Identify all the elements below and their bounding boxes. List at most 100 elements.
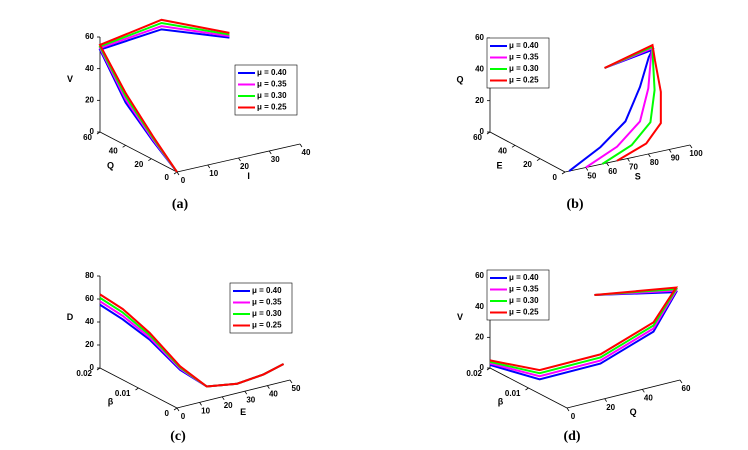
series-line: [568, 47, 655, 172]
z-tick-label: 0: [480, 363, 485, 372]
z-tick-label: 40: [85, 64, 94, 73]
series-line: [604, 43, 662, 162]
x-tick: [679, 379, 683, 384]
x-tick: [238, 157, 241, 162]
series-line: [489, 291, 678, 381]
z-tick-label: 40: [475, 64, 484, 73]
series-line: [489, 287, 679, 375]
legend-label: μ = 0.35: [509, 285, 539, 294]
series-line: [98, 18, 230, 173]
legend-label: μ = 0.40: [509, 41, 539, 50]
series-line: [98, 21, 230, 173]
z-tick-label: 60: [85, 32, 94, 41]
y-tick-label: 0.01: [505, 389, 521, 398]
x-tick-label: 0: [181, 176, 186, 185]
series-line: [98, 28, 230, 173]
z-axis-label: Q: [456, 75, 463, 85]
x-tick-label: 50: [587, 172, 596, 181]
legend-label: μ = 0.40: [252, 286, 282, 295]
y-tick-label: 40: [498, 146, 507, 155]
x-tick-label: 0: [181, 412, 186, 421]
y-tick-label: 20: [523, 160, 532, 169]
legend-label: μ = 0.30: [252, 309, 282, 318]
x-tick-label: 60: [608, 167, 617, 176]
x-axis-label: Q: [630, 407, 637, 417]
x-tick: [199, 402, 202, 406]
legend-label: μ = 0.35: [257, 80, 287, 89]
legend-label: μ = 0.35: [509, 53, 539, 62]
x-axis-label: E: [240, 407, 246, 417]
x-tick-label: 90: [671, 154, 680, 163]
x-tick: [299, 143, 303, 148]
x-tick-label: 80: [650, 158, 659, 167]
x-tick: [627, 158, 630, 162]
x-tick: [176, 171, 180, 176]
z-tick-label: 60: [475, 33, 484, 42]
z-axis-label: D: [67, 312, 74, 322]
x-tick: [207, 164, 211, 169]
legend-label: μ = 0.25: [509, 76, 539, 85]
x-tick-label: 50: [292, 384, 301, 393]
legend-label: μ = 0.25: [257, 103, 287, 112]
x-tick-label: 100: [689, 149, 703, 158]
y-axis-label: β: [108, 396, 114, 406]
z-tick-label: 40: [85, 317, 94, 326]
legend-label: μ = 0.30: [257, 91, 287, 100]
z-axis-label: V: [67, 74, 73, 84]
x-tick-label: 20: [606, 403, 615, 412]
z-tick-label: 60: [475, 271, 484, 280]
x-tick-label: 20: [240, 162, 249, 171]
series-line: [489, 289, 678, 378]
z-tick-label: 0: [480, 127, 485, 136]
z-tick-label: 20: [475, 96, 484, 105]
y-tick: [561, 171, 566, 175]
x-tick: [289, 379, 293, 384]
z-tick-label: 60: [85, 294, 94, 303]
z-tick-label: 0: [90, 363, 95, 372]
y-tick-label: 0: [553, 173, 558, 182]
series-line: [99, 293, 285, 388]
y-tick-label: 40: [109, 146, 118, 155]
x-tick-label: 70: [629, 163, 638, 172]
y-axis: [489, 131, 566, 173]
y-tick-label: 60: [473, 133, 482, 142]
x-tick-label: 40: [644, 393, 653, 402]
z-axis-label: V: [457, 312, 463, 322]
x-tick: [604, 398, 607, 402]
caption: (d): [563, 429, 580, 444]
legend-label: μ = 0.35: [252, 298, 282, 307]
z-tick-label: 20: [475, 332, 484, 341]
x-tick: [268, 150, 272, 155]
y-tick: [525, 387, 529, 391]
legend-label: μ = 0.30: [509, 64, 539, 73]
y-tick-label: 60: [83, 133, 92, 142]
legend-label: μ = 0.30: [509, 296, 539, 305]
legend-label: μ = 0.40: [257, 68, 287, 77]
y-tick: [536, 158, 541, 161]
x-axis: [176, 379, 291, 409]
x-axis-label: S: [635, 172, 641, 182]
x-tick: [176, 407, 180, 412]
x-tick-label: 20: [224, 401, 233, 410]
x-tick: [642, 389, 645, 393]
x-tick: [566, 407, 570, 412]
y-tick: [148, 158, 152, 161]
x-tick: [606, 162, 609, 167]
x-tick: [648, 153, 651, 158]
z-tick-label: 20: [85, 95, 94, 104]
y-tick-label: 0.01: [115, 389, 131, 398]
y-tick-label: 0.02: [466, 369, 482, 378]
z-tick-label: 40: [475, 302, 484, 311]
caption: (c): [170, 429, 186, 444]
x-tick-label: 40: [302, 148, 311, 157]
x-tick: [267, 385, 270, 389]
z-tick-label: 80: [85, 271, 94, 280]
x-tick-label: 60: [682, 384, 691, 393]
y-tick: [135, 387, 139, 391]
y-tick-label: 20: [134, 160, 143, 169]
y-tick-label: 0: [165, 409, 170, 418]
x-tick-label: 30: [246, 395, 255, 404]
series-line: [98, 25, 230, 173]
y-tick-label: 0: [165, 173, 170, 182]
